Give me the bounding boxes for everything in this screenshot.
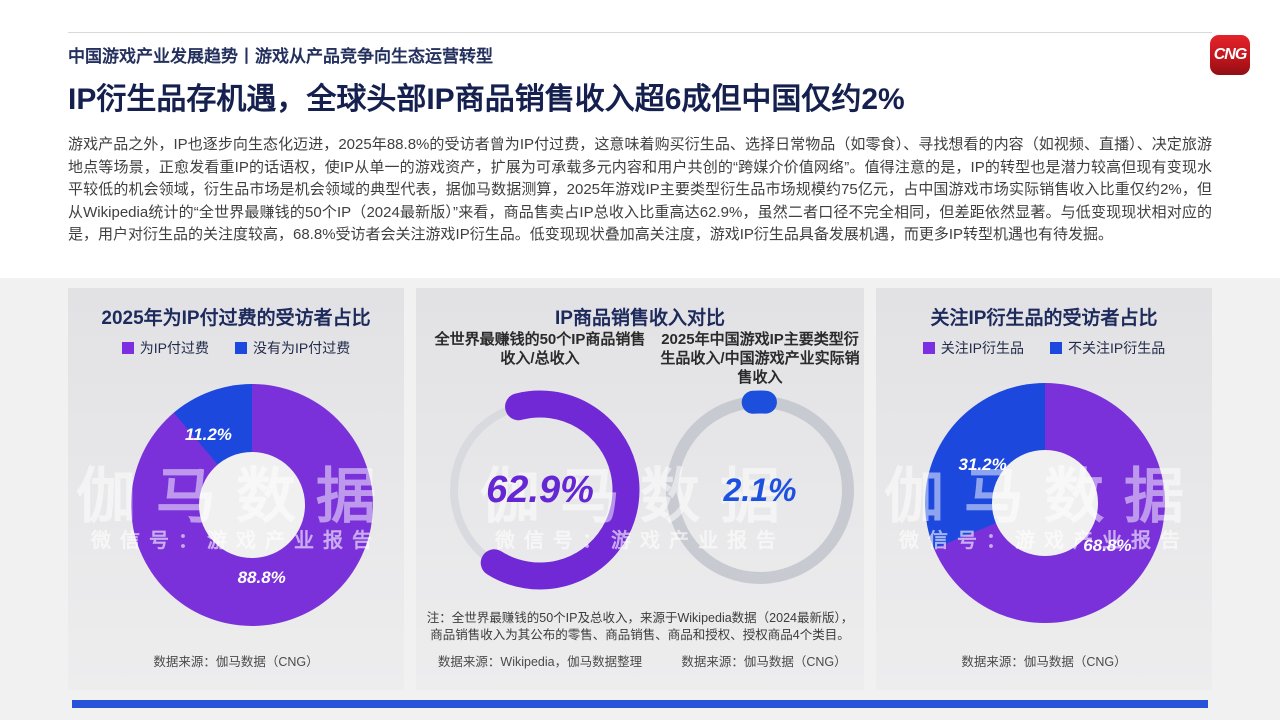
- data-source: 数据来源：伽马数据（CNG）: [681, 655, 847, 669]
- cng-logo: CNG: [1210, 35, 1250, 75]
- donut-chart-paid-share: 88.8% 11.2%: [131, 384, 373, 626]
- donut-label-minor: 31.2%: [958, 454, 1007, 474]
- legend-swatch-blue: [1050, 342, 1062, 354]
- legend-item-not-paid: 没有为IP付过费: [235, 338, 350, 358]
- panel-ip-revenue-comparison: IP商品销售收入对比 全世界最赚钱的50个IP商品销售收入/总收入 2025年中…: [416, 288, 864, 690]
- panel-title: 关注IP衍生品的受访者占比: [930, 308, 1158, 329]
- gauge-world-top50: 62.9%: [438, 388, 642, 592]
- gauge-ring: [660, 390, 860, 590]
- gauge-ring: [440, 390, 640, 590]
- panel-paid-for-ip: 2025年为IP付过费的受访者占比 为IP付过费 没有为IP付过费 88.8% …: [68, 288, 404, 690]
- data-source: 数据来源：伽马数据（CNG）: [961, 655, 1127, 669]
- legend-label: 为IP付过费: [139, 340, 209, 356]
- gauge-arc-purple: [440, 390, 640, 590]
- data-source: 数据来源：Wikipedia，伽马数据整理: [437, 655, 643, 669]
- report-series-title: 中国游戏产业发展趋势丨游戏从产品竞争向生态运营转型: [68, 47, 493, 66]
- legend-item-no-attention: 不关注IP衍生品: [1050, 338, 1165, 358]
- panel-attention-to-derivatives: 关注IP衍生品的受访者占比 关注IP衍生品 不关注IP衍生品 68.8% 31.…: [876, 288, 1212, 690]
- panel-title: 2025年为IP付过费的受访者占比: [101, 308, 371, 329]
- legend: 关注IP衍生品 不关注IP衍生品: [876, 338, 1212, 358]
- gauge-label-china: 2025年中国游戏IP主要类型衍生品收入/中国游戏产业实际销售收入: [660, 331, 860, 386]
- body-paragraph: 游戏产品之外，IP也逐步向生态化迈进，2025年88.8%的受访者曾为IP付过费…: [68, 136, 1212, 244]
- legend-swatch-blue: [235, 342, 247, 354]
- gauge-label-world-top50: 全世界最赚钱的50个IP商品销售收入/总收入: [434, 331, 646, 367]
- legend-label: 不关注IP衍生品: [1068, 340, 1166, 356]
- donut-label-major: 68.8%: [1083, 536, 1132, 556]
- legend-item-attention: 关注IP衍生品: [922, 338, 1024, 358]
- gauge-value: 62.9%: [486, 468, 594, 511]
- footnote: 注：全世界最赚钱的50个IP及总收入，来源于Wikipedia数据（2024最新…: [416, 610, 864, 644]
- gauge-china-share: 2.1%: [658, 388, 862, 592]
- data-source: 数据来源：伽马数据（CNG）: [153, 655, 319, 669]
- donut-chart-attention-share: 68.8% 31.2%: [925, 383, 1165, 623]
- donut-label-minor: 11.2%: [184, 424, 232, 444]
- legend-label: 关注IP衍生品: [940, 340, 1024, 356]
- footnote-line1: 注：全世界最赚钱的50个IP及总收入，来源于Wikipedia数据（2024最新…: [426, 611, 854, 625]
- donut-label-major: 88.8%: [237, 567, 286, 587]
- legend-swatch-purple: [922, 342, 935, 354]
- legend-label: 没有为IP付过费: [253, 340, 351, 356]
- legend: 为IP付过费 没有为IP付过费: [68, 338, 404, 358]
- legend-item-paid: 为IP付过费: [121, 338, 209, 358]
- cng-logo-text: CNG: [1213, 46, 1248, 63]
- page-title: IP衍生品存机遇，全球头部IP商品销售收入超6成但中国仅约2%: [68, 83, 905, 116]
- footnote-line2: 商品销售收入为其公布的零售、商品销售、商品和授权、授权商品4个类目。: [430, 628, 850, 642]
- gauge-arc-blue: [660, 390, 860, 590]
- gauge-value: 2.1%: [723, 471, 797, 508]
- legend-swatch-purple: [121, 342, 134, 354]
- bottom-accent-bar: [72, 700, 1208, 708]
- header-divider: [68, 32, 1212, 33]
- panel-title: IP商品销售收入对比: [555, 308, 725, 329]
